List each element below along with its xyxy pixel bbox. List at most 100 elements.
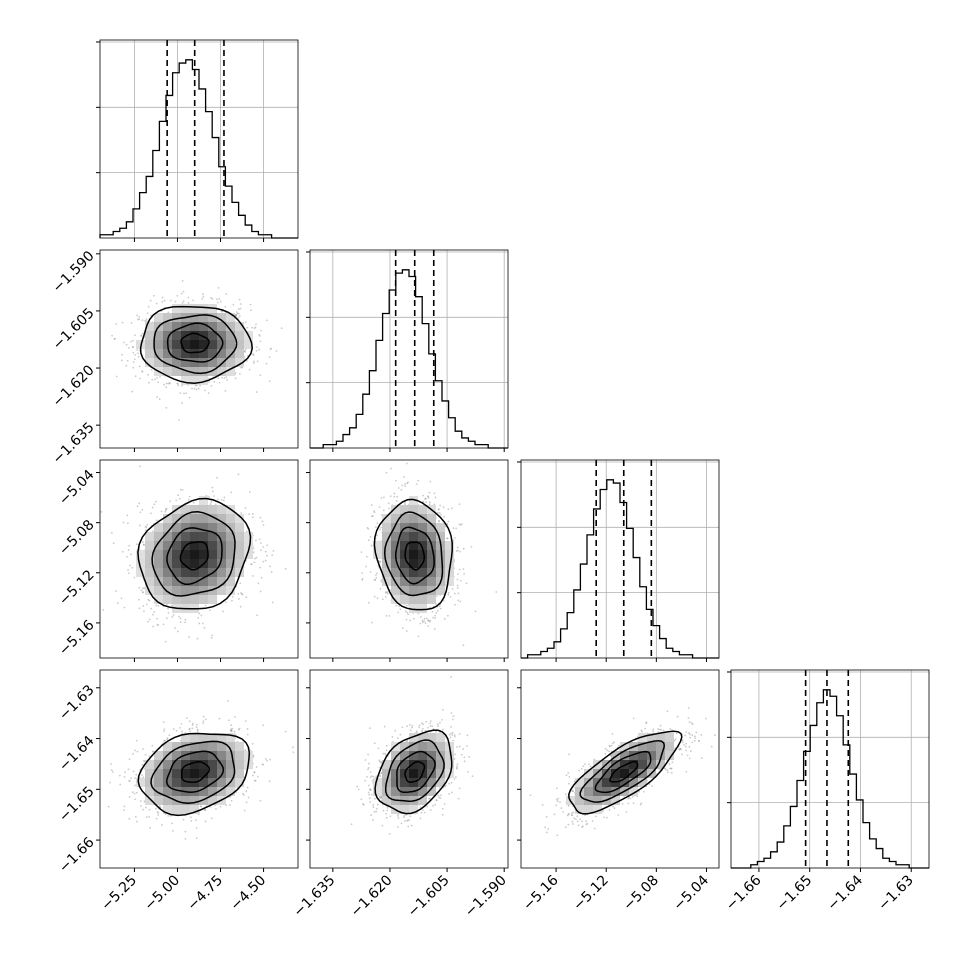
density-cell [244,340,253,349]
scatter-point [250,563,253,566]
scatter-point [140,805,142,807]
scatter-point [255,391,258,393]
scatter-point [139,800,142,802]
scatter-point [394,729,397,732]
scatter-point [249,749,252,752]
scatter-point [259,374,262,377]
scatter-point [380,761,382,763]
scatter-point [367,753,370,756]
density-cell [172,760,181,769]
scatter-point [380,797,382,799]
scatter-point [454,603,456,606]
scatter-point [188,495,191,498]
scatter-point [239,372,241,375]
scatter-point [177,384,180,387]
density-cell [445,577,454,586]
density-cell [391,532,400,541]
scatter-point [237,473,240,476]
scatter-point [369,535,372,538]
density-cell [208,331,217,340]
scatter-point [134,815,137,818]
scatter-point [111,771,114,773]
density-cell [445,550,454,559]
scatter-point [438,519,440,522]
scatter-point [246,786,249,789]
scatter-point [115,323,118,325]
panel-frame [309,669,509,869]
scatter-point [669,767,672,770]
scatter-point [405,740,408,743]
scatter-point [409,815,412,818]
scatter-point [176,382,179,385]
scatter-point [178,726,181,729]
scatter-point [397,817,400,819]
scatter-point [171,615,174,618]
scatter-point [449,736,452,739]
density-cell [172,568,181,577]
scatter-point [220,498,223,501]
x-tick-label: −5.08 [620,872,662,914]
scatter-point [128,544,131,547]
scatter-point [125,364,128,367]
scatter-point [238,298,241,301]
contour-level-1.5 [151,511,236,597]
scatter-point [407,481,409,484]
scatter-point [690,722,693,724]
scatter-point [121,550,124,553]
scatter-point [210,501,213,504]
density-cell [409,742,418,751]
scatter-point [402,816,405,819]
density-cell [427,514,436,523]
scatter-point [138,524,141,527]
scatter-point [564,793,567,796]
scatter-point [645,722,648,725]
scatter-point [149,512,152,515]
scatter-point [369,788,371,790]
scatter-point [230,799,233,802]
scatter-point [447,591,450,594]
density-cell [154,340,163,349]
scatter-point [462,644,465,647]
density-cell [163,796,172,805]
panel-frame [99,669,299,869]
density-cell [382,550,391,559]
x-tick-label: −5.12 [570,872,612,914]
scatter-point [141,763,144,766]
scatter-point [393,495,396,498]
scatter-point [163,299,166,302]
density-cell [226,514,235,523]
density-cell [172,367,181,376]
density-cell [190,550,199,559]
scatter-point [373,510,376,512]
scatter-point [386,592,389,595]
scatter-point [144,319,147,322]
scatter-point [255,766,258,768]
scatter-point [584,763,586,766]
scatter-point [574,818,577,821]
scatter-point [378,506,381,508]
scatter-point [226,700,229,702]
scatter-point [651,785,654,788]
scatter-point [223,496,226,499]
scatter-point [693,739,696,742]
scatter-point [664,768,667,771]
scatter-point [370,504,373,507]
density-cell [235,760,244,769]
density-cell [235,514,244,523]
scatter-point [191,387,193,390]
scatter-point [431,725,434,728]
scatter-point [184,618,187,621]
scatter-point [376,597,379,600]
scatter-point [202,720,205,723]
scatter-point [685,749,688,752]
density-cell [436,532,445,541]
scatter-point [166,617,168,620]
scatter-point [141,774,143,776]
scatter-point [572,823,574,825]
scatter-point [375,807,378,810]
scatter-point [426,805,428,808]
scatter-point [418,724,421,727]
density-cell [391,751,400,760]
scatter-point [167,612,170,614]
density-cell [647,751,656,760]
